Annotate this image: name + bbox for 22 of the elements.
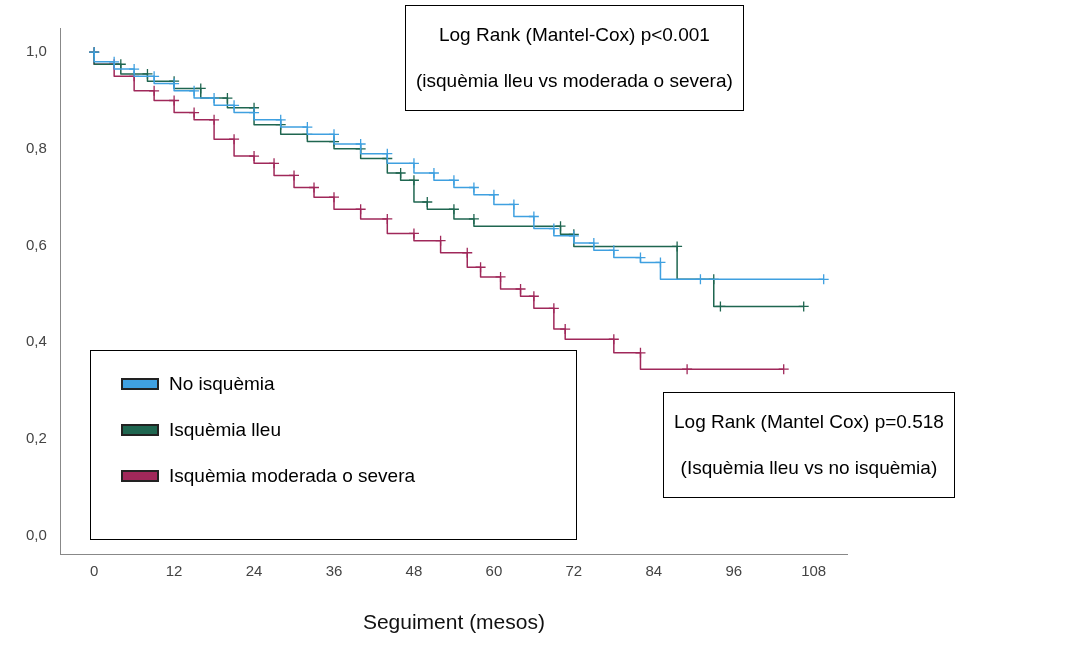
x-axis-title: Seguiment (mesos) — [362, 610, 545, 634]
x-tick-label: 84 — [645, 561, 663, 579]
x-tick-label: 60 — [485, 561, 503, 579]
y-tick-label: 0,2 — [25, 428, 47, 446]
x-tick-label: 24 — [245, 561, 263, 579]
y-tick-label: 0,6 — [25, 235, 47, 253]
text: Log Rank (Mantel-Cox) p<0.001 (isquèmia lleu vs moderada o severa) — [416, 24, 733, 91]
x-tick-label: 96 — [725, 561, 743, 579]
text: Log Rank (Mantel Cox) p=0.518 (Isquèmia lleu vs no isquèmia) — [674, 411, 944, 478]
x-tick-label: 48 — [405, 561, 423, 579]
y-tick-label: 0,8 — [25, 138, 47, 156]
legend-label: Isquèmia moderada o severa — [169, 465, 416, 487]
legend-label: No isquèmia — [169, 373, 275, 395]
x-tick-label: 36 — [325, 561, 343, 579]
y-tick-label: 0,0 — [25, 525, 47, 543]
x-tick-label: 12 — [165, 561, 183, 579]
x-tick-label: 0 — [89, 561, 99, 579]
x-tick-label: 108 — [801, 561, 827, 579]
legend-label: Isquèmia lleu — [169, 419, 281, 441]
y-tick-label: 1,0 — [25, 42, 47, 60]
y-tick-label: 0,4 — [25, 332, 47, 350]
x-tick-label: 72 — [565, 561, 583, 579]
